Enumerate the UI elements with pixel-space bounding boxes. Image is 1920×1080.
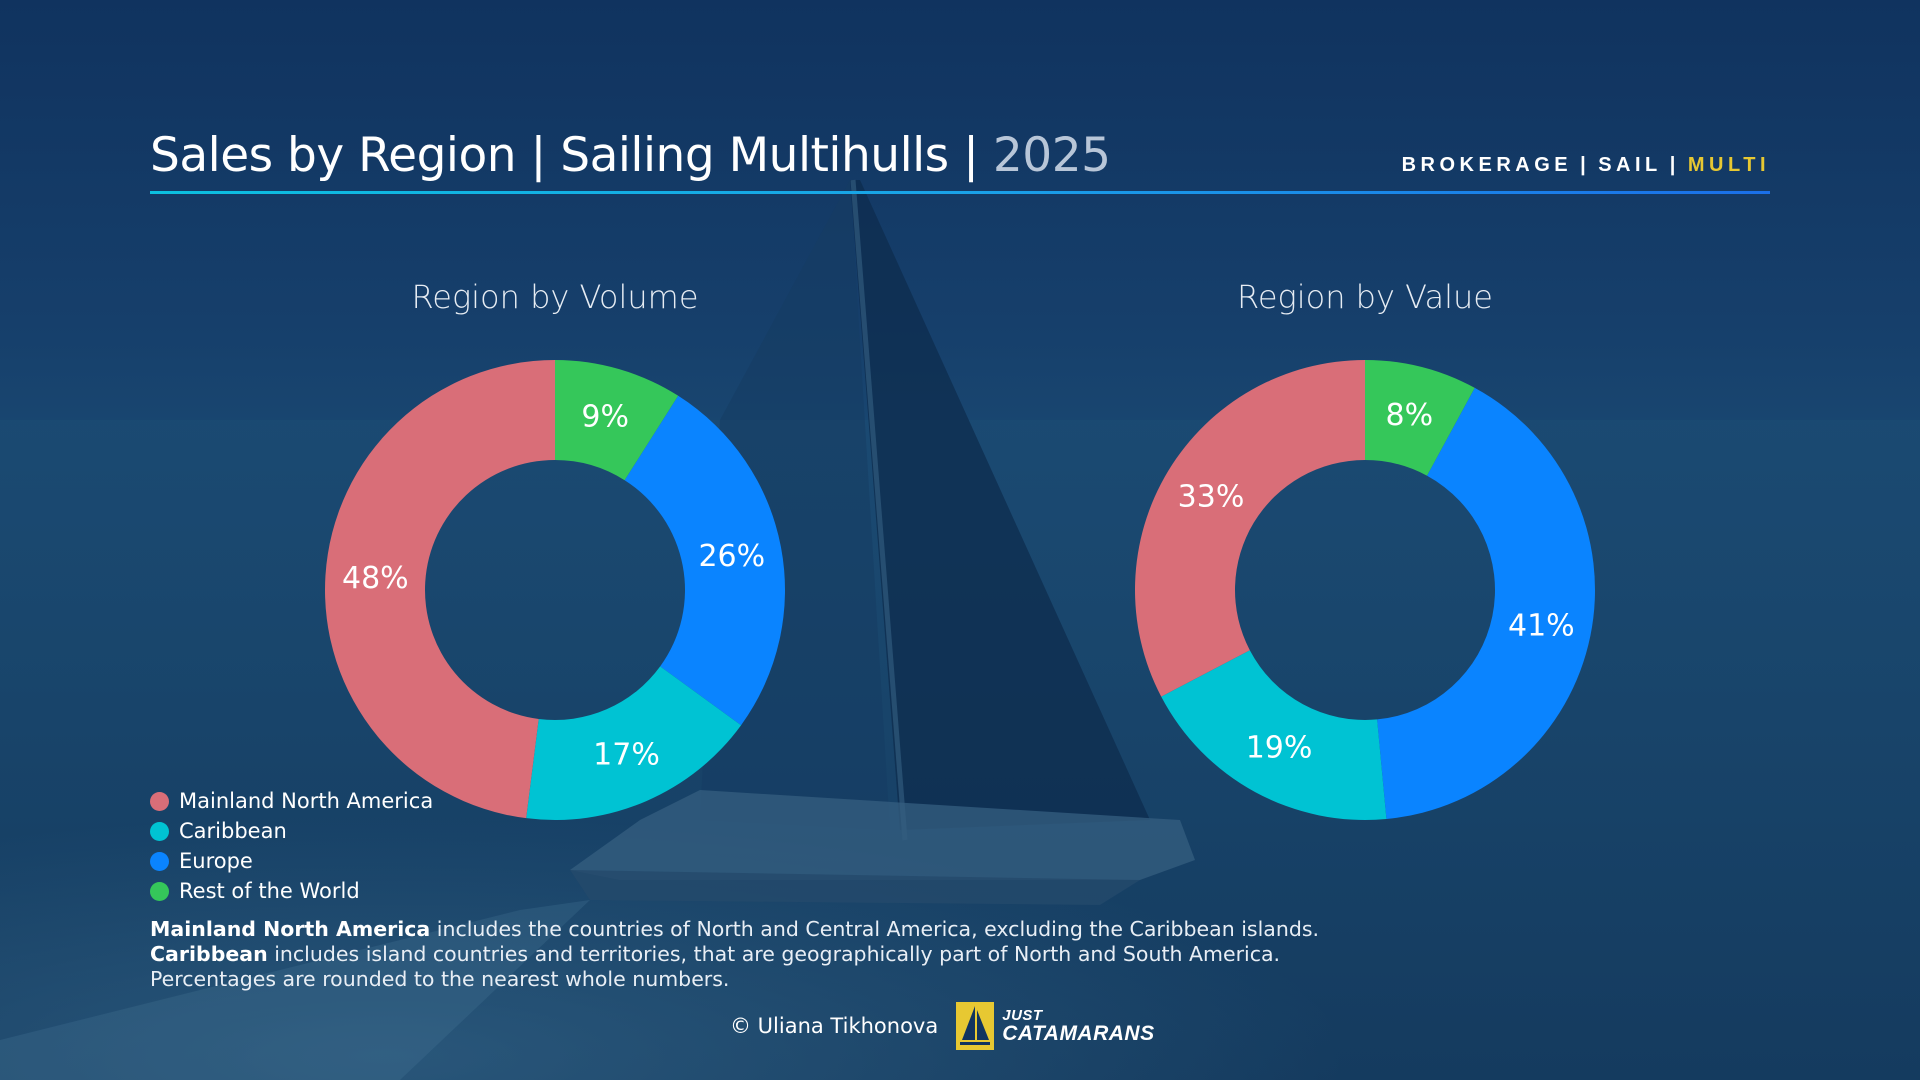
sailboat-logo-icon xyxy=(956,1002,995,1050)
footnotes: Mainland North America includes the coun… xyxy=(150,917,1319,992)
brand-logo: JUST CATAMARANS xyxy=(956,1002,1154,1050)
chart-title-volume: Region by Volume xyxy=(411,278,699,316)
donut-slice-rest-of-the-world xyxy=(1365,360,1475,476)
nav-item-brokerage[interactable]: BROKERAGE xyxy=(1401,154,1573,176)
slice-data-label: 33% xyxy=(1178,479,1245,514)
nav-item-sail[interactable]: SAIL xyxy=(1598,154,1662,176)
nav-item-multi[interactable]: MULTI xyxy=(1687,154,1770,176)
nav-separator: | xyxy=(1580,154,1591,176)
slice-data-label: 48% xyxy=(342,561,409,596)
nav-separator: | xyxy=(1669,154,1680,176)
section-nav: BROKERAGE | SAIL | MULTI xyxy=(1402,154,1770,177)
legend-item: Caribbean xyxy=(150,816,433,846)
brand-line-1: JUST xyxy=(1002,1007,1043,1024)
donut-slice-caribbean xyxy=(526,666,742,820)
page-title: Sales by Region | Sailing Multihulls | 2… xyxy=(150,126,1111,186)
legend-label: Mainland North America xyxy=(179,789,434,813)
footnote-term: Caribbean xyxy=(150,942,268,966)
brand-wordmark: JUST CATAMARANS xyxy=(1002,1008,1154,1044)
title-divider xyxy=(150,191,1770,194)
title-text: Sales by Region | Sailing Multihulls | xyxy=(150,128,993,183)
legend-swatch xyxy=(150,881,169,901)
donut-slice-rest-of-the-world xyxy=(555,360,679,481)
legend-item: Rest of the World xyxy=(150,876,433,906)
legend-label: Europe xyxy=(179,849,253,873)
footnote-line: Mainland North America includes the coun… xyxy=(150,917,1319,942)
legend-swatch xyxy=(150,821,169,841)
brand-line-2: CATAMARANS xyxy=(1002,1022,1155,1045)
copyright-text: © Uliana Tikhonova xyxy=(730,1014,939,1038)
footnote-line: Percentages are rounded to the nearest w… xyxy=(150,967,730,991)
footnote-text: includes island countries and territorie… xyxy=(267,942,1281,966)
legend-swatch xyxy=(150,851,169,871)
legend-item: Mainland North America xyxy=(150,786,433,816)
slice-data-label: 41% xyxy=(1508,609,1575,644)
footnote-line: Caribbean includes island countries and … xyxy=(150,942,1319,967)
donut-slice-mainland-north-america xyxy=(1135,360,1365,697)
title-year: 2025 xyxy=(992,128,1111,183)
footnote-term: Mainland North America xyxy=(150,917,431,941)
footer: © Uliana Tikhonova JUST CATAMARANS xyxy=(730,1000,1155,1052)
legend-swatch xyxy=(150,791,169,811)
slice-data-label: 9% xyxy=(581,400,629,435)
donut-slice-europe xyxy=(624,395,785,726)
donut-slice-europe xyxy=(1377,387,1595,819)
chart-title-value: Region by Value xyxy=(1237,278,1493,316)
legend-label: Rest of the World xyxy=(179,879,360,903)
slice-data-label: 26% xyxy=(698,539,765,574)
donut-slice-caribbean xyxy=(1161,650,1387,820)
chart-legend: Mainland North America Caribbean Europe … xyxy=(150,786,433,906)
slice-data-label: 17% xyxy=(593,738,660,773)
legend-label: Caribbean xyxy=(179,819,287,843)
slice-data-label: 8% xyxy=(1386,398,1434,433)
footnote-text: includes the countries of North and Cent… xyxy=(430,917,1320,941)
donut-slice-mainland-north-america xyxy=(325,360,555,819)
slice-data-label: 19% xyxy=(1246,731,1313,766)
legend-item: Europe xyxy=(150,846,433,876)
donut-chart-volume: 9% 26% 17% 48% xyxy=(325,360,785,820)
donut-chart-value: 8% 41% 19% 33% xyxy=(1135,360,1595,820)
